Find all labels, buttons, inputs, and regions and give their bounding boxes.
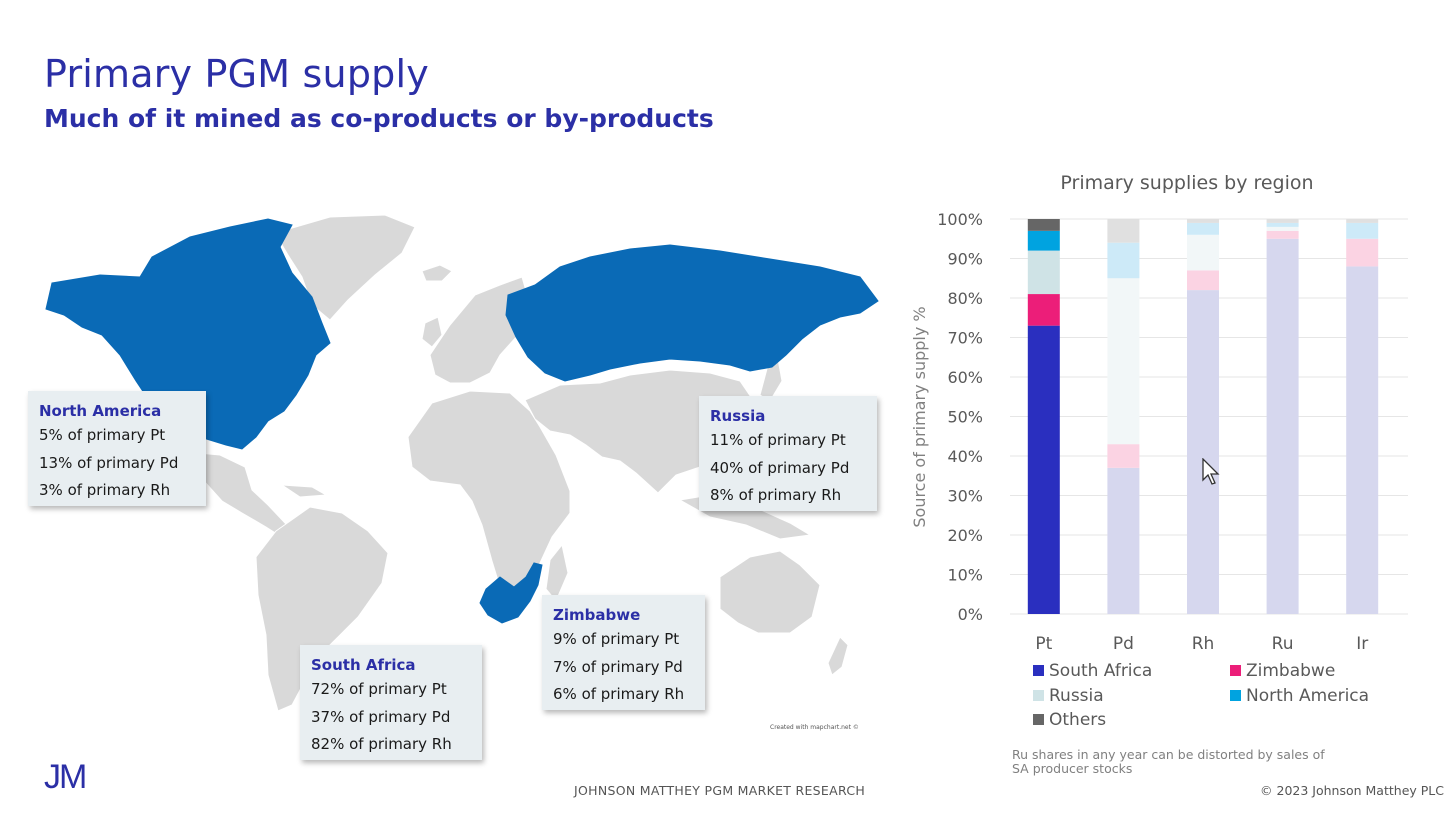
- legend-swatch: [1230, 690, 1241, 701]
- legend: South Africa Zimbabwe Russia North America O…: [1033, 661, 1369, 730]
- footer-text: JOHNSON MATTHEY PGM MARKET RESEARCH: [574, 783, 866, 798]
- legend-swatch: [1230, 665, 1241, 676]
- legend-label: Russia: [1049, 686, 1104, 706]
- greenland: [274, 214, 416, 321]
- legend-label: South Africa: [1049, 661, 1152, 681]
- mouse-cursor-icon: [1202, 458, 1220, 485]
- bar-segment: [1266, 222, 1299, 227]
- bar-segment: [1027, 250, 1060, 295]
- y-tick-label: 100%: [937, 210, 983, 229]
- callout-title: Russia: [710, 407, 766, 425]
- slide-subtitle: Much of it mined as co-products or by-pr…: [44, 104, 714, 133]
- bar-segment: [1107, 467, 1140, 614]
- y-tick-label: 40%: [947, 447, 983, 466]
- callout-line: 72% of primary Pt: [311, 680, 447, 698]
- bar-segment: [1266, 219, 1299, 223]
- callout-line: 7% of primary Pd: [553, 657, 683, 676]
- y-tick-label: 70%: [947, 329, 983, 348]
- callout-zimbabwe: Zimbabwe 9% of primary Pt 7% of primary …: [542, 595, 705, 710]
- north-america-highlight: [45, 218, 331, 450]
- slide-title: Primary PGM supply: [44, 52, 429, 96]
- legend-label: Zimbabwe: [1246, 661, 1335, 681]
- bar-segment: [1346, 238, 1379, 267]
- uk: [421, 316, 443, 348]
- callout-line: 8% of primary Rh: [710, 486, 842, 504]
- caribbean: [280, 484, 328, 498]
- bar-segment: [1027, 219, 1060, 231]
- bar-segment: [1187, 234, 1219, 271]
- bar-segment: [1266, 230, 1299, 239]
- y-tick-label: 30%: [947, 487, 983, 506]
- legend-swatch: [1033, 690, 1044, 701]
- callout-line: 82% of primary Rh: [311, 735, 452, 753]
- bar-segment: [1107, 219, 1140, 243]
- y-tick-label: 0%: [958, 605, 983, 624]
- x-tick-labels: Pt Pd Rh Ru Ir: [1035, 634, 1368, 654]
- callout-line: 9% of primary Pt: [553, 630, 680, 648]
- callout-title: Zimbabwe: [553, 606, 641, 624]
- map-credit: Created with mapchart.net ©: [770, 724, 859, 731]
- jm-logo: JM: [44, 758, 87, 796]
- y-tick-label: 20%: [947, 526, 983, 545]
- bar-segment: [1187, 219, 1219, 223]
- x-tick-label: Pd: [1113, 634, 1134, 654]
- callout-line: 5% of primary Pt: [39, 426, 166, 444]
- x-tick-label: Ru: [1272, 634, 1294, 654]
- callout-south-africa: South Africa 72% of primary Pt 37% of pr…: [300, 645, 482, 760]
- callout-line: 40% of primary Pd: [710, 458, 850, 477]
- bars: [1027, 219, 1379, 614]
- bar-segment: [1027, 230, 1060, 251]
- australia: [719, 550, 821, 634]
- x-tick-label: Rh: [1192, 634, 1215, 654]
- copyright-text: © 2023 Johnson Matthey PLC: [1260, 783, 1444, 798]
- map-land-highlighted: [45, 218, 879, 624]
- world-map: [45, 214, 879, 712]
- bar-segment: [1027, 294, 1060, 326]
- callout-title: North America: [39, 402, 162, 420]
- bar-segment: [1107, 242, 1140, 279]
- callout-line: 3% of primary Rh: [39, 481, 171, 499]
- legend-swatch: [1033, 665, 1044, 676]
- y-tick-labels: 0% 10% 20% 30% 40% 50% 60% 70% 80% 90% 100%: [937, 210, 983, 624]
- southern-africa-highlight: [479, 562, 543, 624]
- legend-label: Others: [1049, 710, 1106, 730]
- y-tick-label: 50%: [947, 408, 983, 427]
- bar-segment: [1187, 290, 1219, 614]
- bar-segment: [1346, 266, 1379, 614]
- bar-segment: [1346, 219, 1379, 223]
- madagascar: [545, 543, 569, 602]
- bar-segment: [1266, 226, 1299, 231]
- bar-segment: [1027, 325, 1060, 614]
- bar-segment: [1107, 278, 1140, 445]
- chart-note: Ru shares in any year can be distorted b…: [1012, 747, 1325, 776]
- bar-segment: [1346, 222, 1379, 239]
- bar-segment: [1187, 222, 1219, 235]
- y-tick-label: 90%: [947, 250, 983, 269]
- callout-line: 37% of primary Pd: [311, 707, 451, 726]
- bar-segment: [1107, 444, 1140, 468]
- iceland: [421, 264, 453, 282]
- legend-swatch: [1033, 714, 1044, 725]
- callout-line: 6% of primary Rh: [553, 685, 685, 703]
- stacked-bar-chart: Primary supplies by region Source of pri…: [910, 172, 1408, 730]
- chart-title: Primary supplies by region: [1060, 172, 1313, 194]
- callout-line: 11% of primary Pt: [710, 431, 846, 449]
- x-tick-label: Pt: [1035, 634, 1052, 654]
- new-zealand: [827, 636, 849, 676]
- x-tick-label: Ir: [1356, 634, 1368, 654]
- callout-north-america: North America 5% of primary Pt 13% of pr…: [28, 391, 206, 506]
- legend-label: North America: [1246, 686, 1369, 706]
- callout-title: South Africa: [311, 656, 416, 674]
- y-axis-label: Source of primary supply %: [910, 306, 929, 527]
- callout-line: 13% of primary Pd: [39, 453, 179, 472]
- y-tick-label: 60%: [947, 368, 983, 387]
- bar-segment: [1187, 270, 1219, 291]
- callout-russia: Russia 11% of primary Pt 40% of primary …: [699, 396, 877, 511]
- y-tick-label: 10%: [947, 566, 983, 585]
- russia-highlight: [505, 244, 879, 382]
- africa: [407, 390, 571, 598]
- bar-segment: [1266, 238, 1299, 614]
- y-tick-label: 80%: [947, 289, 983, 308]
